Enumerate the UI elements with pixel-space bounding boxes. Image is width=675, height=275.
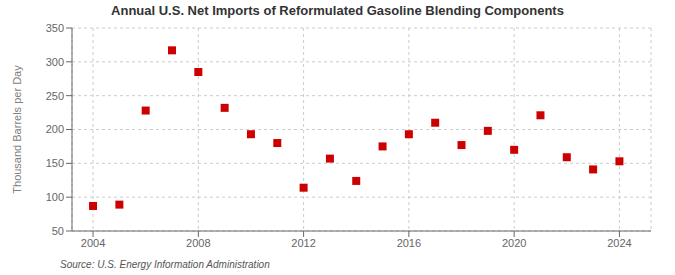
svg-text:2008: 2008	[186, 237, 210, 249]
svg-text:2020: 2020	[502, 237, 526, 249]
svg-text:50: 50	[52, 225, 64, 237]
svg-text:2004: 2004	[81, 237, 105, 249]
svg-text:350: 350	[46, 22, 64, 34]
html-text:Annual U.S. Net Imports of Ref: Annual U.S. Net Imports of Reformulated …	[111, 3, 564, 18]
svg-text:100: 100	[46, 191, 64, 203]
html-text:Source: U.S. Energy Informatio: Source: U.S. Energy Information Administ…	[60, 259, 270, 270]
svg-text:2016: 2016	[397, 237, 421, 249]
svg-text:250: 250	[46, 90, 64, 102]
svg-text:200: 200	[46, 123, 64, 135]
svg-text:2012: 2012	[291, 237, 315, 249]
svg-text:300: 300	[46, 56, 64, 68]
svg-text:Thousand Barrels per Day: Thousand Barrels per Day	[11, 65, 23, 194]
svg-text:150: 150	[46, 157, 64, 169]
svg-text:2024: 2024	[607, 237, 631, 249]
